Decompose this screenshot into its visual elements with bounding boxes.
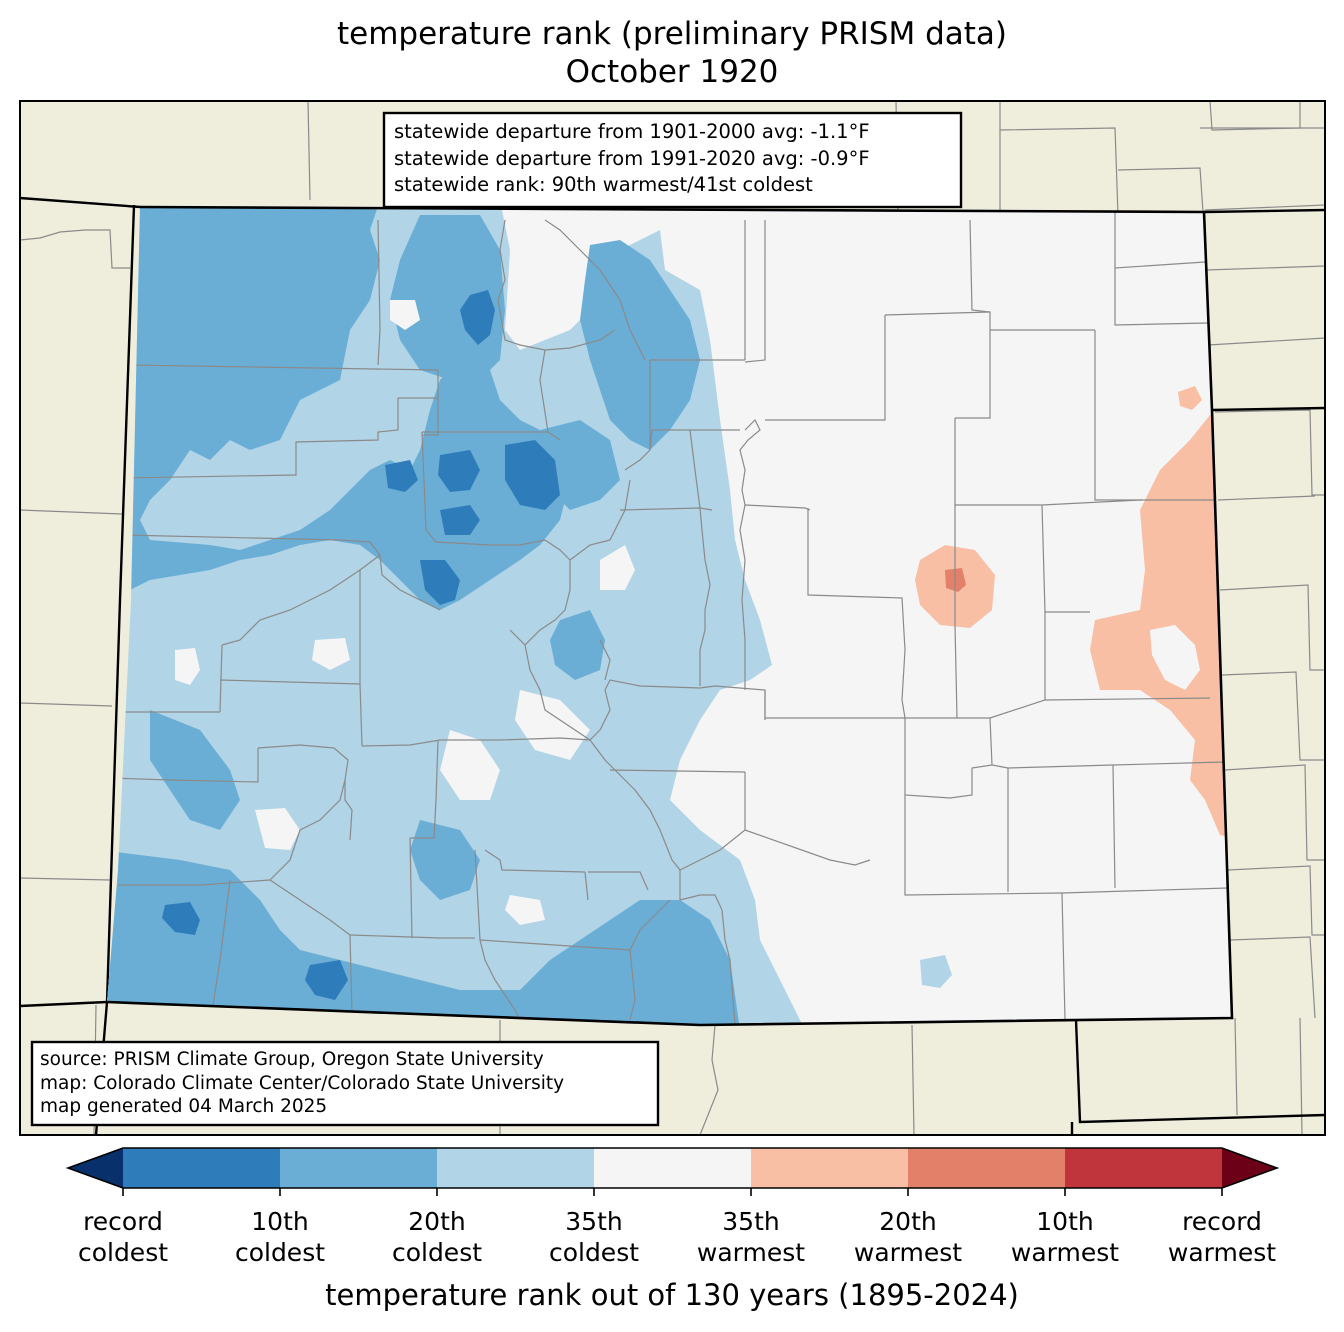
- colorbar-extend-low: [68, 1148, 123, 1188]
- colorbar-bin: [1065, 1148, 1223, 1188]
- colorbar-bin: [594, 1148, 752, 1188]
- rank-area-10th-coldest: [460, 290, 495, 345]
- colorbar-ticks: recordcoldest10thcoldest20thcoldest35thc…: [78, 1188, 1276, 1267]
- colorbar-tick-label: 20th: [408, 1207, 465, 1236]
- colorbar-tick-label: coldest: [392, 1238, 482, 1267]
- colorbar-tick-label: coldest: [78, 1238, 168, 1267]
- stats-line-2: statewide departure from 1991-2020 avg: …: [394, 147, 870, 170]
- colorbar-tick-label: record: [1182, 1207, 1262, 1236]
- colorbar-tick-label: record: [83, 1207, 163, 1236]
- source-line-3: map generated 04 March 2025: [40, 1096, 327, 1117]
- stats-box: statewide departure from 1901-2000 avg: …: [382, 111, 963, 209]
- colorbar-tick-label: warmest: [1168, 1238, 1276, 1267]
- colorbar-bin: [908, 1148, 1066, 1188]
- rank-area-20th-coldest: [107, 207, 570, 610]
- map-frame: [19, 100, 1326, 1136]
- stats-line-3: statewide rank: 90th warmest/41st coldes…: [394, 173, 813, 196]
- colorbar-tick-label: 10th: [251, 1207, 308, 1236]
- colorbar-tick-label: 20th: [879, 1207, 936, 1236]
- source-line-1: source: PRISM Climate Group, Oregon Stat…: [40, 1049, 544, 1070]
- colorbar-tick-label: warmest: [1011, 1238, 1119, 1267]
- source-line-2: map: Colorado Climate Center/Colorado St…: [40, 1073, 564, 1094]
- colorado-border: [106, 205, 1234, 1027]
- map-title: temperature rank (preliminary PRISM data…: [336, 16, 1007, 52]
- colorado-rank-fill: [107, 207, 1232, 1025]
- colorbar-tick-label: coldest: [235, 1238, 325, 1267]
- colorbar-bin: [751, 1148, 909, 1188]
- colorbar: recordcoldest10thcoldest20thcoldest35thc…: [65, 1147, 1280, 1312]
- neighbor-county-lines: [20, 101, 1325, 1135]
- colorbar-tick-label: warmest: [854, 1238, 962, 1267]
- map-subtitle: October 1920: [565, 54, 779, 90]
- colorbar-bin: [437, 1148, 595, 1188]
- colorbar-extend-high: [1222, 1148, 1277, 1188]
- county-lines: [109, 212, 1229, 1025]
- colorbar-bin: [123, 1148, 281, 1188]
- colorbar-bin: [280, 1148, 438, 1188]
- source-box: source: PRISM Climate Group, Oregon Stat…: [30, 1040, 660, 1127]
- colorbar-segments: [65, 1147, 1280, 1189]
- colorbar-tick-label: 35th: [565, 1207, 622, 1236]
- stats-line-1: statewide departure from 1901-2000 avg: …: [394, 120, 870, 143]
- colorbar-tick-label: 35th: [722, 1207, 779, 1236]
- colorbar-tick-label: 10th: [1036, 1207, 1093, 1236]
- colorbar-label: temperature rank out of 130 years (1895-…: [325, 1278, 1019, 1312]
- colorbar-tick-label: coldest: [549, 1238, 639, 1267]
- colorbar-tick-label: warmest: [697, 1238, 805, 1267]
